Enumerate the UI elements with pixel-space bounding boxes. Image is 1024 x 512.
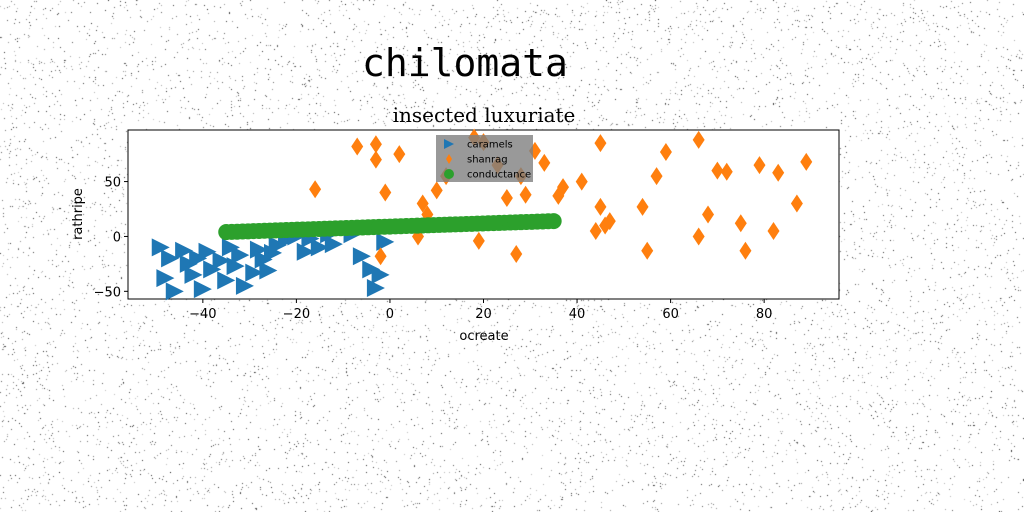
caramels-point xyxy=(310,238,329,257)
caramels-point xyxy=(175,241,194,260)
caramels-point xyxy=(184,265,203,284)
shanrag-point xyxy=(393,145,406,164)
legend-label-caramels: caramels xyxy=(467,140,513,151)
caramels-point xyxy=(193,280,212,299)
x-axis-label: ocreate xyxy=(459,329,508,344)
x-tick-label: 80 xyxy=(756,307,773,322)
data-marks xyxy=(151,128,813,301)
caramels-point xyxy=(371,265,390,284)
shanrag-point xyxy=(702,205,715,224)
shanrag-point xyxy=(538,153,551,172)
shanrag-point xyxy=(379,183,392,202)
legend-marker-conductance xyxy=(444,169,454,179)
y-tick-label: 50 xyxy=(104,176,121,191)
caramels-point xyxy=(198,242,217,261)
caramels-point xyxy=(231,246,250,265)
caramels-point xyxy=(226,257,245,276)
legend-label-conductance: conductance xyxy=(467,170,531,181)
caramels-point xyxy=(366,279,385,298)
shanrag-point xyxy=(692,227,705,246)
caramels-point xyxy=(296,242,315,261)
conductance-point xyxy=(545,213,562,230)
shanrag-point xyxy=(594,197,607,216)
caramels-point xyxy=(156,269,175,288)
shanrag-point xyxy=(734,214,747,233)
caramels-point xyxy=(161,249,180,268)
caramels-point xyxy=(189,249,208,268)
y-axis: −50 0 50 xyxy=(94,176,128,300)
shanrag-point xyxy=(711,161,724,180)
caramels-point xyxy=(249,240,268,259)
shanrag-point xyxy=(557,178,570,197)
x-axis: −40 −20 0 20 40 60 80 xyxy=(189,299,772,322)
caramels-point xyxy=(264,243,283,262)
caramels-point xyxy=(362,260,381,279)
shanrag-point xyxy=(790,194,803,213)
y-axis-label: rathripe xyxy=(71,188,86,240)
shanrag-point xyxy=(589,221,602,240)
shanrag-point xyxy=(739,241,752,260)
caramels-point xyxy=(254,250,273,269)
shanrag-point xyxy=(575,172,588,191)
shanrag-point xyxy=(650,167,663,186)
x-tick-label: 60 xyxy=(662,307,679,322)
legend-marker-shanrag xyxy=(446,154,452,164)
x-tick-label: 40 xyxy=(569,307,586,322)
caramels-point xyxy=(235,276,254,295)
y-tick-label: 0 xyxy=(113,230,121,245)
shanrag-point xyxy=(772,163,785,182)
caramels-point xyxy=(151,238,170,257)
caramels-point xyxy=(217,271,236,290)
shanrag-point xyxy=(603,212,616,231)
shanrag-point xyxy=(594,134,607,153)
shanrag-point xyxy=(720,162,733,181)
y-tick-label: −50 xyxy=(94,285,121,300)
caramels-point xyxy=(179,254,198,273)
caramels-point xyxy=(268,236,287,255)
shanrag-point xyxy=(692,130,705,149)
caramels-point xyxy=(203,260,222,279)
shanrag-point xyxy=(767,221,780,240)
caramels-point xyxy=(352,247,371,266)
caramels-point xyxy=(165,282,184,301)
caramels-point xyxy=(221,238,240,257)
x-tick-label: 0 xyxy=(386,307,394,322)
shanrag-point xyxy=(369,135,382,154)
chart-title: insected luxuriate xyxy=(393,103,576,127)
x-tick-label: 20 xyxy=(475,307,492,322)
caramels-point xyxy=(245,263,264,282)
shanrag-point xyxy=(430,181,443,200)
shanrag-point xyxy=(374,247,387,266)
shanrag-point xyxy=(659,142,672,161)
shanrag-point xyxy=(472,231,485,250)
shanrag-point xyxy=(641,241,654,260)
legend-marker-caramels xyxy=(444,139,454,149)
x-tick-label: −20 xyxy=(283,307,310,322)
shanrag-point xyxy=(519,185,532,204)
shanrag-point xyxy=(309,180,322,199)
legend: caramels shanrag conductance xyxy=(436,135,533,182)
caramels-point xyxy=(324,235,343,254)
shanrag-point xyxy=(510,245,523,264)
shanrag-point xyxy=(351,137,364,156)
shanrag-point xyxy=(753,156,766,175)
x-tick-label: −40 xyxy=(189,307,216,322)
figure-title: chilomata xyxy=(362,41,568,85)
shanrag-point xyxy=(800,152,813,171)
shanrag-point xyxy=(369,150,382,169)
legend-label-shanrag: shanrag xyxy=(467,155,508,166)
shanrag-point xyxy=(636,197,649,216)
shanrag-point xyxy=(500,189,513,208)
caramels-point xyxy=(259,261,278,280)
caramels-point xyxy=(376,232,395,251)
caramels-point xyxy=(212,251,231,270)
